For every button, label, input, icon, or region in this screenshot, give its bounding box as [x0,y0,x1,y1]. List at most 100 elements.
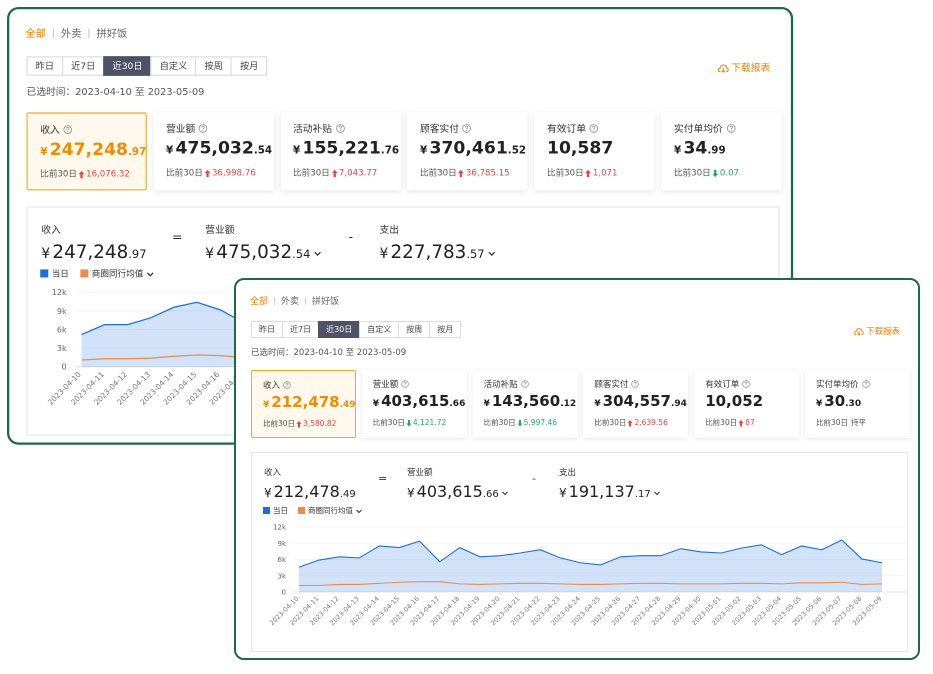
formula-value[interactable]: ¥191,137.17 [559,482,661,501]
help-circle [726,124,736,133]
help-circle [861,380,870,388]
period-button[interactable]: 近7日 [62,56,105,76]
card-value: ¥475,032.54 [166,136,273,159]
formula-value[interactable]: ¥475,032.54 [205,241,322,263]
metric-card[interactable]: 收入 ¥247,248.97 比前30日 16,076.32 [26,112,147,191]
channel-tab[interactable]: 外卖 [60,28,82,41]
legend-item[interactable]: 当日 [263,505,288,516]
metric-card[interactable]: 顾客实付 ¥370,461.52 比前30日 36,785.15 [407,112,528,191]
download-link[interactable]: 下载报表 [854,325,900,337]
help-dot [202,130,204,132]
card-label-row: 活动补贴 [293,122,345,135]
trend-arrow [585,169,592,177]
download-link[interactable]: 下载报表 [717,61,771,75]
help-icon [742,380,751,388]
card-label: 收入 [263,381,281,391]
period-button[interactable]: 近30日 [318,321,361,338]
metric-card[interactable]: 收入 ¥212,478.49 比前30日 3,580.82 [251,370,356,438]
value-integer: 227,783 [390,240,467,263]
channel-tab[interactable]: 拼好饭 [96,28,128,41]
dropdown-chevron [313,251,321,257]
compare-label: 比前30日 [372,418,405,427]
card-label-row: 活动补贴 [484,378,529,390]
y-tick-label: 0 [282,589,286,597]
period-button[interactable]: 按月 [230,56,268,76]
metric-card[interactable]: 营业额 ¥403,615.66 比前30日 4,121.72 [361,370,467,438]
metric-card[interactable]: 顾客实付 ¥304,557.94 比前30日 2,639.56 [583,370,689,438]
chart: 03k6k9k12k2023-04-102023-04-112023-04-12… [46,288,780,407]
formula-value[interactable]: ¥227,783.57 [379,241,496,263]
value-integer: 247,248 [49,138,129,160]
value-integer: 403,615 [416,482,483,501]
value-integer: 212,478 [271,393,340,411]
value-decimal: .30 [845,399,862,409]
channel-tab[interactable]: 拼好饭 [312,297,340,307]
metric-card[interactable]: 活动补贴 ¥143,560.12 比前30日 5,997.46 [472,370,578,438]
value-integer: 475,032 [216,240,293,263]
metric-card[interactable]: 活动补贴 ¥155,221.76 比前30日 7,043.77 [280,112,401,191]
formula-label: 营业额 [407,468,433,478]
help-icon [631,380,640,388]
dropdown-chevron [488,251,495,257]
channel-tab[interactable]: 全部 [25,28,46,41]
change-value: 36,785.15 [465,167,510,178]
currency: ¥ [816,399,823,409]
help-icon [726,124,736,133]
card-compare: 比前30日 36,785.15 [420,166,510,179]
card-value: ¥304,557.94 [594,391,687,410]
trend-arrow [627,419,633,426]
trend-arrow [296,420,302,427]
formula-operator: = [172,229,183,245]
tab-separator [305,296,307,305]
value-decimal: .54 [253,145,273,158]
value-decimal: .17 [634,489,651,500]
card-label: 顾客实付 [420,123,459,136]
chevron [146,271,154,277]
period-button[interactable]: 近7日 [282,321,320,338]
compare-label: 比前30日 [816,418,849,427]
card-compare: 比前30日 2,639.56 [594,417,667,428]
trend-arrow [458,169,465,177]
y-tick-label: 6k [57,325,67,334]
tab-separator [88,28,90,38]
card-label: 实付单均价 [816,380,859,390]
metric-card[interactable]: 实付单均价 ¥34.99 比前30日 0.07 [661,112,782,191]
metric-card[interactable]: 实付单均价 ¥30.30 比前30日 持平 [805,370,910,438]
compare-label: 比前30日 [483,418,516,427]
help-mark [465,125,469,130]
download-text[interactable]: 下载报表 [866,327,901,337]
period-button[interactable]: 昨日 [26,56,64,76]
metric-card[interactable]: 有效订单 10,587 比前30日 1,071 [534,112,655,191]
card-compare: 比前30日 36,998.76 [166,166,256,179]
legend-swatch [298,507,305,514]
formula-label: 营业额 [205,224,235,237]
help-circle [283,381,291,389]
legend-item[interactable]: 商圈同行均值 [80,267,154,280]
value-decimal: .57 [466,248,485,262]
y-tick-label: 12k [273,524,287,532]
metric-card[interactable]: 营业额 ¥475,032.54 比前30日 36,998.76 [153,112,274,191]
channel-tab[interactable]: 全部 [250,297,269,307]
card-label-row: 收入 [40,123,73,136]
change-value: 87 [745,418,755,427]
arrow [331,169,338,177]
legend-item[interactable]: 当日 [40,267,69,280]
value-decimal: .12 [560,399,577,409]
arrow [627,419,633,426]
help-icon [198,124,208,133]
channel-tab[interactable]: 外卖 [281,297,300,307]
area [299,540,882,592]
legend-item[interactable]: 商圈同行均值 [298,505,363,516]
download-text[interactable]: 下载报表 [731,63,771,75]
change-value: 4,121.72 [412,418,447,427]
value-decimal: .66 [482,489,499,500]
arrow [296,420,302,427]
help-dot [466,130,468,132]
arrow [406,419,412,426]
help-dot [745,385,747,387]
formula-value[interactable]: ¥403,615.66 [407,482,509,501]
period-button[interactable]: 按月 [429,321,462,338]
metric-card[interactable]: 有效订单 10,052 比前30日 87 [694,370,800,438]
chevron [313,251,321,257]
